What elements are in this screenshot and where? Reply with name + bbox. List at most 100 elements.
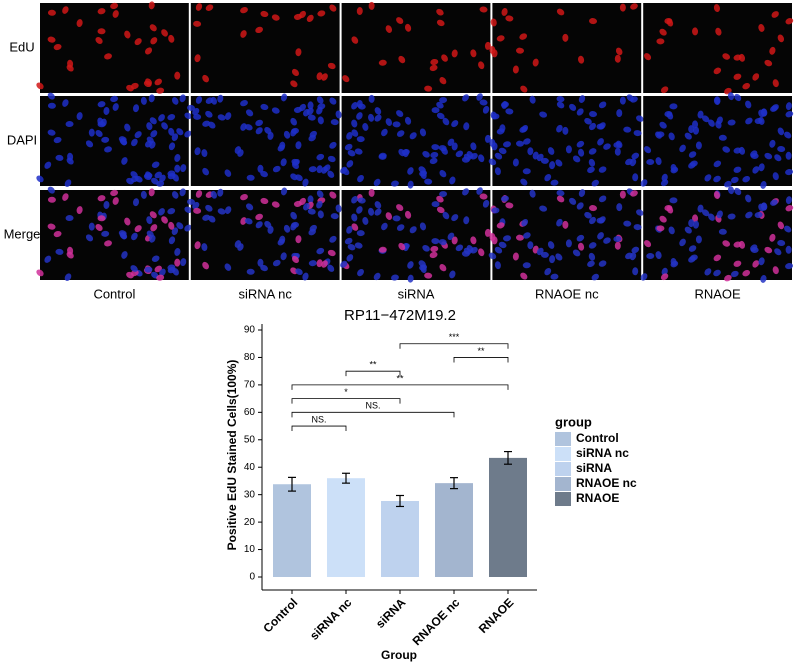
nucleus (271, 14, 280, 21)
nucleus (438, 145, 447, 152)
nucleus (307, 208, 316, 215)
nucleus (688, 219, 695, 228)
nucleus (462, 94, 469, 102)
nucleus (103, 106, 110, 115)
nucleus (255, 221, 263, 229)
nucleus (431, 107, 440, 114)
nucleus (655, 251, 662, 260)
nucleus (727, 213, 736, 220)
y-tick-label: 50 (244, 434, 256, 445)
nucleus (772, 79, 779, 88)
nucleus (588, 242, 597, 249)
nucleus (36, 269, 44, 277)
x-tick-label: RNAOE (476, 595, 517, 636)
nucleus (589, 205, 598, 212)
nucleus (708, 119, 715, 127)
nucleus (357, 268, 364, 277)
nucleus (95, 224, 103, 231)
nucleus (240, 30, 247, 38)
nucleus (65, 215, 74, 222)
nucleus (713, 4, 720, 13)
legend-swatch (555, 492, 571, 506)
nucleus (150, 37, 158, 45)
nucleus (659, 215, 667, 223)
nucleus (76, 19, 83, 28)
nucleus (168, 34, 175, 43)
nucleus (697, 204, 704, 213)
nucleus (329, 235, 337, 243)
nucleus (451, 49, 458, 58)
nucleus (390, 274, 399, 281)
nucleus (520, 85, 528, 93)
nucleus (140, 96, 147, 105)
nucleus (132, 104, 140, 113)
nucleus (733, 241, 742, 248)
nucleus (357, 103, 366, 110)
nucleus (317, 10, 326, 17)
nucleus (785, 205, 794, 212)
nucleus (368, 207, 375, 216)
nucleus (623, 126, 632, 133)
nucleus (340, 260, 348, 268)
nucleus (347, 244, 356, 251)
nucleus (484, 41, 491, 50)
column-label: siRNA nc (238, 286, 292, 301)
nucleus (439, 77, 447, 85)
legend-label: RNAOE (576, 491, 619, 505)
nucleus (724, 274, 732, 282)
nucleus (488, 252, 497, 260)
nucleus (688, 245, 697, 252)
nucleus (439, 264, 447, 272)
nucleus (396, 204, 404, 212)
nucleus (603, 237, 611, 244)
nucleus (688, 162, 696, 169)
nucleus (244, 218, 253, 225)
nucleus (194, 147, 201, 156)
nucleus (255, 26, 264, 34)
nucleus (764, 59, 773, 67)
nucleus (308, 260, 317, 267)
nucleus (130, 265, 138, 272)
nucleus (291, 161, 299, 169)
nucleus (664, 110, 673, 117)
nucleus (202, 74, 209, 83)
nucleus (718, 134, 727, 141)
nucleus (470, 142, 477, 151)
y-tick-label: 40 (244, 462, 256, 473)
nucleus (245, 203, 254, 211)
nucleus (398, 242, 406, 251)
nucleus (407, 180, 414, 189)
chart-title: RP11−472M19.2 (344, 307, 456, 324)
nucleus (97, 215, 106, 222)
nucleus (47, 129, 56, 136)
nucleus (217, 114, 226, 121)
nucleus (695, 235, 702, 244)
nucleus (630, 190, 638, 197)
nucleus (660, 273, 669, 281)
nucleus (501, 8, 508, 16)
nucleus (327, 155, 336, 163)
nucleus (619, 3, 626, 12)
nucleus (392, 121, 401, 128)
nucleus (745, 100, 752, 109)
nucleus (396, 224, 405, 231)
nucleus (704, 174, 712, 182)
nucleus (636, 209, 644, 216)
nucleus (280, 158, 287, 167)
nucleus (101, 136, 110, 143)
micrograph-background (643, 3, 792, 93)
nucleus (390, 180, 399, 187)
nucleus (636, 115, 644, 122)
nucleus (576, 140, 585, 148)
legend-swatch (555, 477, 571, 491)
nucleus (260, 103, 269, 111)
nucleus (64, 273, 72, 281)
nucleus (587, 260, 595, 268)
nucleus (342, 75, 350, 83)
nucleus (785, 18, 794, 25)
nucleus (316, 200, 323, 209)
nucleus (374, 114, 382, 122)
nucleus (184, 224, 192, 232)
nucleus (556, 8, 565, 16)
nucleus (527, 241, 534, 250)
